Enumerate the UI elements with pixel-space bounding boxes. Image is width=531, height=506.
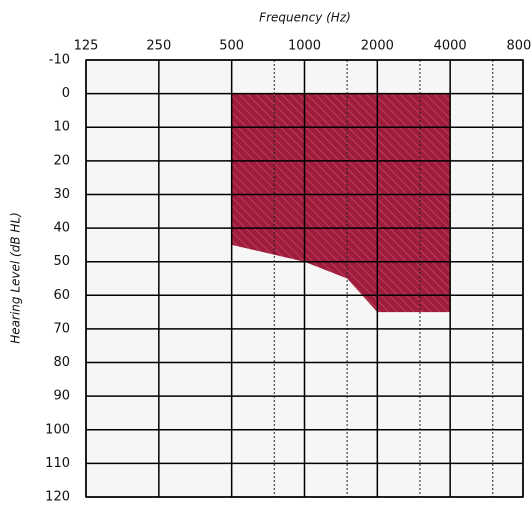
y-tick-label: 20 bbox=[53, 153, 70, 168]
x-tick-label: 250 bbox=[146, 39, 171, 54]
y-tick-label: 80 bbox=[53, 355, 70, 370]
y-tick-label: 10 bbox=[53, 120, 70, 135]
y-tick-label: 40 bbox=[53, 221, 70, 236]
y-tick-label: 120 bbox=[45, 490, 70, 505]
x-tick-label: 125 bbox=[74, 39, 99, 54]
y-tick-label: 50 bbox=[53, 254, 70, 269]
y-tick-label: 0 bbox=[62, 86, 70, 101]
y-tick-label: 60 bbox=[53, 288, 70, 303]
x-tick-label: 4000 bbox=[434, 39, 467, 54]
y-axis-label: Hearing Level (dB HL) bbox=[9, 212, 23, 344]
x-tick-label: 2000 bbox=[361, 39, 394, 54]
y-tick-label: 100 bbox=[45, 422, 70, 437]
y-tick-label: -10 bbox=[49, 53, 70, 68]
x-tick-label: 8000 bbox=[506, 39, 531, 54]
area bbox=[231, 93, 451, 313]
y-tick-label: 90 bbox=[53, 389, 70, 404]
x-tick-label: 500 bbox=[219, 39, 244, 54]
y-tick-label: 30 bbox=[53, 187, 70, 202]
x-tick-label: 1000 bbox=[288, 39, 321, 54]
y-tick-label: 70 bbox=[53, 321, 70, 336]
chart-title: Frequency (Hz) bbox=[259, 11, 351, 25]
plot-border bbox=[85, 59, 524, 498]
y-tick-label: 110 bbox=[45, 456, 70, 471]
